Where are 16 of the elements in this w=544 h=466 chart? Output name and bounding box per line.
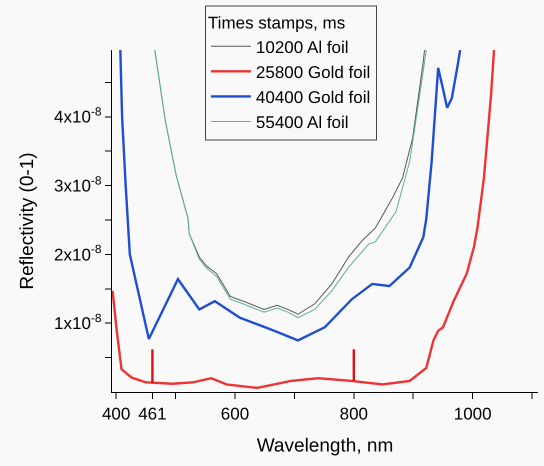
legend-label: 40400 Gold foil: [256, 88, 370, 108]
x-tick-label: 461: [138, 404, 167, 424]
x-tick-label: 1000: [454, 404, 492, 424]
y-tick-label: 3x10$^{-8}$: [54, 173, 102, 196]
legend-label: 55400 Al foil: [256, 113, 349, 132]
x-axis-title: Wavelength, nm: [256, 435, 394, 456]
legend-label: 10200 Al foil: [256, 38, 349, 57]
x-tick-label: 800: [340, 404, 368, 424]
legend-title: Times stamps, ms: [208, 14, 346, 33]
x-tick-label: 600: [220, 404, 250, 424]
y-tick-label: 4x10$^{-8}$: [54, 104, 102, 127]
y-tick-label: 1x10$^{-8}$: [54, 311, 102, 334]
y-tick-label: 2x10$^{-8}$: [54, 242, 102, 264]
legend-label: 25800 Gold foil: [256, 62, 370, 82]
y-axis-title: Reflectivity (0-1): [16, 152, 38, 290]
x-tick-label: 400: [102, 404, 130, 424]
